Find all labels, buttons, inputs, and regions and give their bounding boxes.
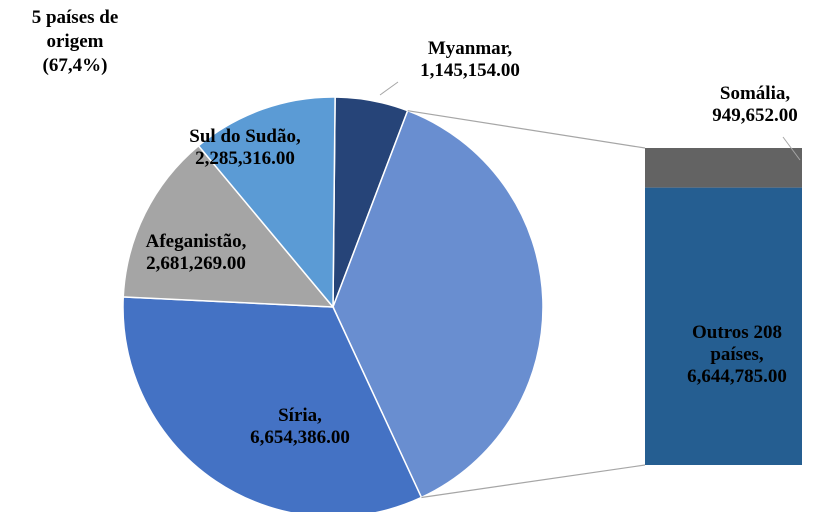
annotation-line: origem: [46, 31, 104, 52]
data-label: Myanmar, 1,145,154.00: [420, 38, 520, 82]
label-name: Somália,: [719, 83, 791, 104]
pie-slice: [122, 296, 423, 512]
label-name: Afeganistão,: [145, 231, 247, 252]
label-value: 6,644,785.00: [687, 366, 787, 387]
bar-segment: [645, 187, 802, 465]
bar-label: Somália, 949,652.00: [712, 83, 798, 127]
label-name: Myanmar,: [427, 38, 513, 59]
annotation-line: (67,4%): [42, 55, 108, 76]
bar-label: Outros 208 países, 6,644,785.00: [667, 322, 807, 388]
leader-line: [379, 81, 399, 96]
label-name: Outros 208 países,: [692, 322, 782, 365]
label-value: 6,654,386.00: [250, 427, 350, 448]
data-label: Sul do Sudão, 2,285,316.00: [189, 126, 300, 170]
label-value: 1,145,154.00: [420, 60, 520, 81]
annotation: 5 países de origem (67,4%): [0, 6, 150, 78]
bar-segment: [645, 148, 802, 188]
data-label: Síria, 6,654,386.00: [250, 405, 350, 449]
pie-slice: [197, 96, 336, 310]
label-name: Síria,: [278, 405, 322, 426]
label-name: Sul do Sudão,: [189, 126, 301, 147]
label-value: 949,652.00: [712, 105, 798, 126]
annotation-line: 5 países de: [31, 7, 119, 28]
connector-line: [421, 464, 646, 499]
label-value: 2,681,269.00: [146, 253, 246, 274]
label-value: 2,285,316.00: [195, 148, 295, 169]
pie-slice-combined: [332, 109, 544, 499]
leader-line: [782, 136, 801, 161]
pie-slice: [122, 144, 335, 308]
data-label: Afeganistão, 2,681,269.00: [146, 231, 247, 275]
connector-line: [407, 110, 646, 149]
